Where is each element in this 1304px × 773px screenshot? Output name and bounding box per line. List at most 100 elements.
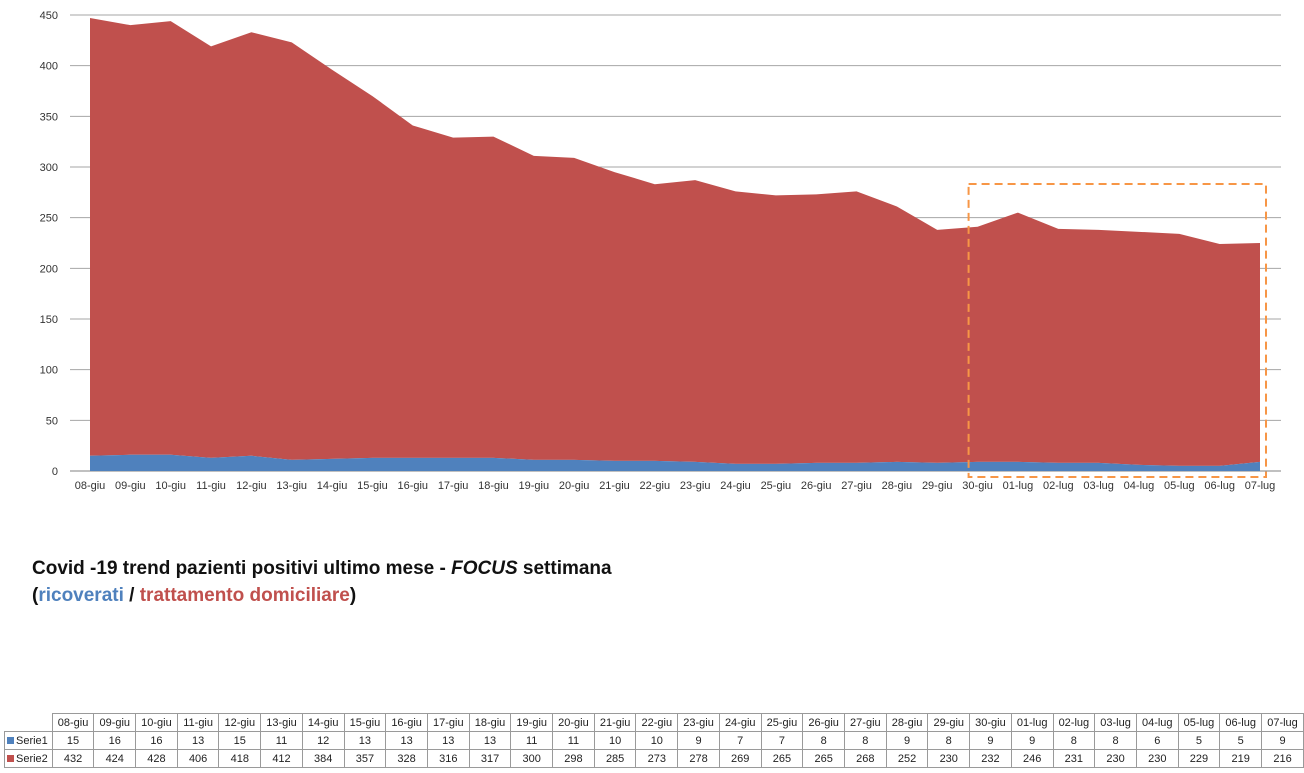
y-tick-label: 100 [40, 365, 58, 377]
table-cell: 424 [93, 749, 137, 768]
series-area-serie2 [90, 18, 1260, 466]
table-cell: 15 [51, 731, 95, 750]
table-cell: 5 [1177, 731, 1221, 750]
table-header-cell: 05-lug [1177, 713, 1221, 732]
table-cell: 285 [593, 749, 637, 768]
table-cell: 8 [927, 731, 971, 750]
table-cell: 265 [760, 749, 804, 768]
x-tick-label: 07-lug [1245, 480, 1276, 492]
table-header-cell: 08-giu [51, 713, 95, 732]
table-header-cell: 22-giu [635, 713, 679, 732]
x-tick-label: 12-giu [236, 480, 267, 492]
table-cell: 384 [301, 749, 345, 768]
x-tick-label: 28-giu [882, 480, 913, 492]
table-cell: 298 [552, 749, 595, 768]
table-cell: 428 [135, 749, 178, 768]
table-header-cell: 16-giu [385, 713, 428, 732]
caption-line-2: (ricoverati / trattamento domiciliare) [32, 582, 612, 609]
caption-line-1: Covid -19 trend pazienti positivi ultimo… [32, 555, 612, 582]
table-cell: 412 [260, 749, 303, 768]
table-header-cell: 14-giu [301, 713, 345, 732]
table-cell: 13 [426, 731, 470, 750]
table-cell: 231 [1052, 749, 1096, 768]
table-header-cell: 06-lug [1219, 713, 1263, 732]
table-cell: 7 [718, 731, 762, 750]
table-cell: 16 [93, 731, 137, 750]
table-row-header: Serie2 [4, 749, 53, 768]
caption-title: Covid -19 trend pazienti positivi ultimo… [32, 558, 452, 579]
x-tick-label: 09-giu [115, 480, 146, 492]
table-cell: 9 [1261, 731, 1304, 750]
table-header-cell: 23-giu [677, 713, 720, 732]
table-cell: 230 [1135, 749, 1179, 768]
table-cell: 246 [1010, 749, 1054, 768]
x-tick-label: 10-giu [155, 480, 186, 492]
x-tick-label: 13-giu [276, 480, 307, 492]
table-cell: 9 [677, 731, 720, 750]
caption-ricoverati: ricoverati [38, 585, 124, 606]
y-tick-label: 300 [40, 162, 58, 174]
table-row: Serie2 432 424 428 406 418 412 384 357 328 316 317 3… [4, 749, 1304, 768]
table-cell: 269 [718, 749, 762, 768]
caption-paren-close: ) [349, 585, 357, 606]
caption-slash: / [123, 585, 140, 606]
table-cell: 13 [468, 731, 512, 750]
legend-swatch [7, 737, 14, 745]
table-row: Serie1 15 16 16 13 15 11 12 13 13 13 13 11 11 10 10 9 7 7 8… [4, 731, 1304, 750]
table-cell: 230 [927, 749, 971, 768]
series-areas [90, 18, 1260, 471]
y-tick-label: 350 [40, 111, 58, 123]
table-header-cell: 24-giu [718, 713, 762, 732]
table-header-cell: 15-giu [343, 713, 387, 732]
x-tick-label: 03-lug [1083, 480, 1114, 492]
x-tick-label: 04-lug [1124, 480, 1155, 492]
table-cell: 10 [635, 731, 679, 750]
caption-paren-open: ( [32, 585, 39, 606]
table-cell: 11 [510, 731, 554, 750]
table-body: Serie1 15 16 16 13 15 11 12 13 13 13 13 11 11 10 10 9 7 7 8… [4, 731, 1304, 768]
focus-highlight-box [967, 183, 1267, 478]
table-cell: 11 [260, 731, 303, 750]
table-cell: 8 [1052, 731, 1096, 750]
table-header-cell: 19-giu [510, 713, 554, 732]
table-cell: 265 [802, 749, 845, 768]
table-cell: 10 [593, 731, 637, 750]
x-tick-label: 08-giu [75, 480, 106, 492]
x-tick-label: 27-giu [841, 480, 872, 492]
table-header-cell: 10-giu [135, 713, 178, 732]
area-chart: 0 50 100 150 200 250 300 350 400 450 08-giu 09-giu… [40, 10, 1281, 492]
chart-caption: Covid -19 trend pazienti positivi ultimo… [32, 555, 612, 609]
table-header-cell: 01-lug [1010, 713, 1054, 732]
table-cell: 230 [1094, 749, 1137, 768]
table-header-cell: 21-giu [593, 713, 637, 732]
y-axis-ticks: 0 50 100 150 200 250 300 350 400 450 [40, 10, 58, 478]
table-cell: 13 [176, 731, 220, 750]
table-cell: 357 [343, 749, 387, 768]
table-header-cell: 26-giu [802, 713, 845, 732]
table-cell: 268 [843, 749, 887, 768]
series-area-serie1 [90, 454, 1260, 471]
table-cell: 278 [677, 749, 720, 768]
x-tick-label: 19-giu [519, 480, 550, 492]
table-cell: 8 [1094, 731, 1137, 750]
caption-focus: FOCUS [451, 558, 518, 579]
table-cell: 5 [1219, 731, 1263, 750]
table-cell: 216 [1261, 749, 1304, 768]
table-header-cell: 02-lug [1052, 713, 1096, 732]
x-tick-label: 20-giu [559, 480, 590, 492]
table-cell: 229 [1177, 749, 1221, 768]
table-cell: 432 [51, 749, 95, 768]
table-header-cell: 25-giu [760, 713, 804, 732]
table-header-cell: 11-giu [176, 713, 220, 732]
x-tick-label: 15-giu [357, 480, 388, 492]
x-tick-label: 18-giu [478, 480, 509, 492]
table-cell: 16 [135, 731, 178, 750]
x-tick-label: 11-giu [196, 480, 226, 492]
x-tick-label: 01-lug [1003, 480, 1034, 492]
table-header-cell: 09-giu [93, 713, 137, 732]
table-header-cell: 07-lug [1261, 713, 1304, 732]
table-cell: 8 [843, 731, 887, 750]
y-tick-label: 200 [40, 263, 58, 275]
x-tick-label: 24-giu [720, 480, 751, 492]
table-header-cell: 12-giu [218, 713, 262, 732]
